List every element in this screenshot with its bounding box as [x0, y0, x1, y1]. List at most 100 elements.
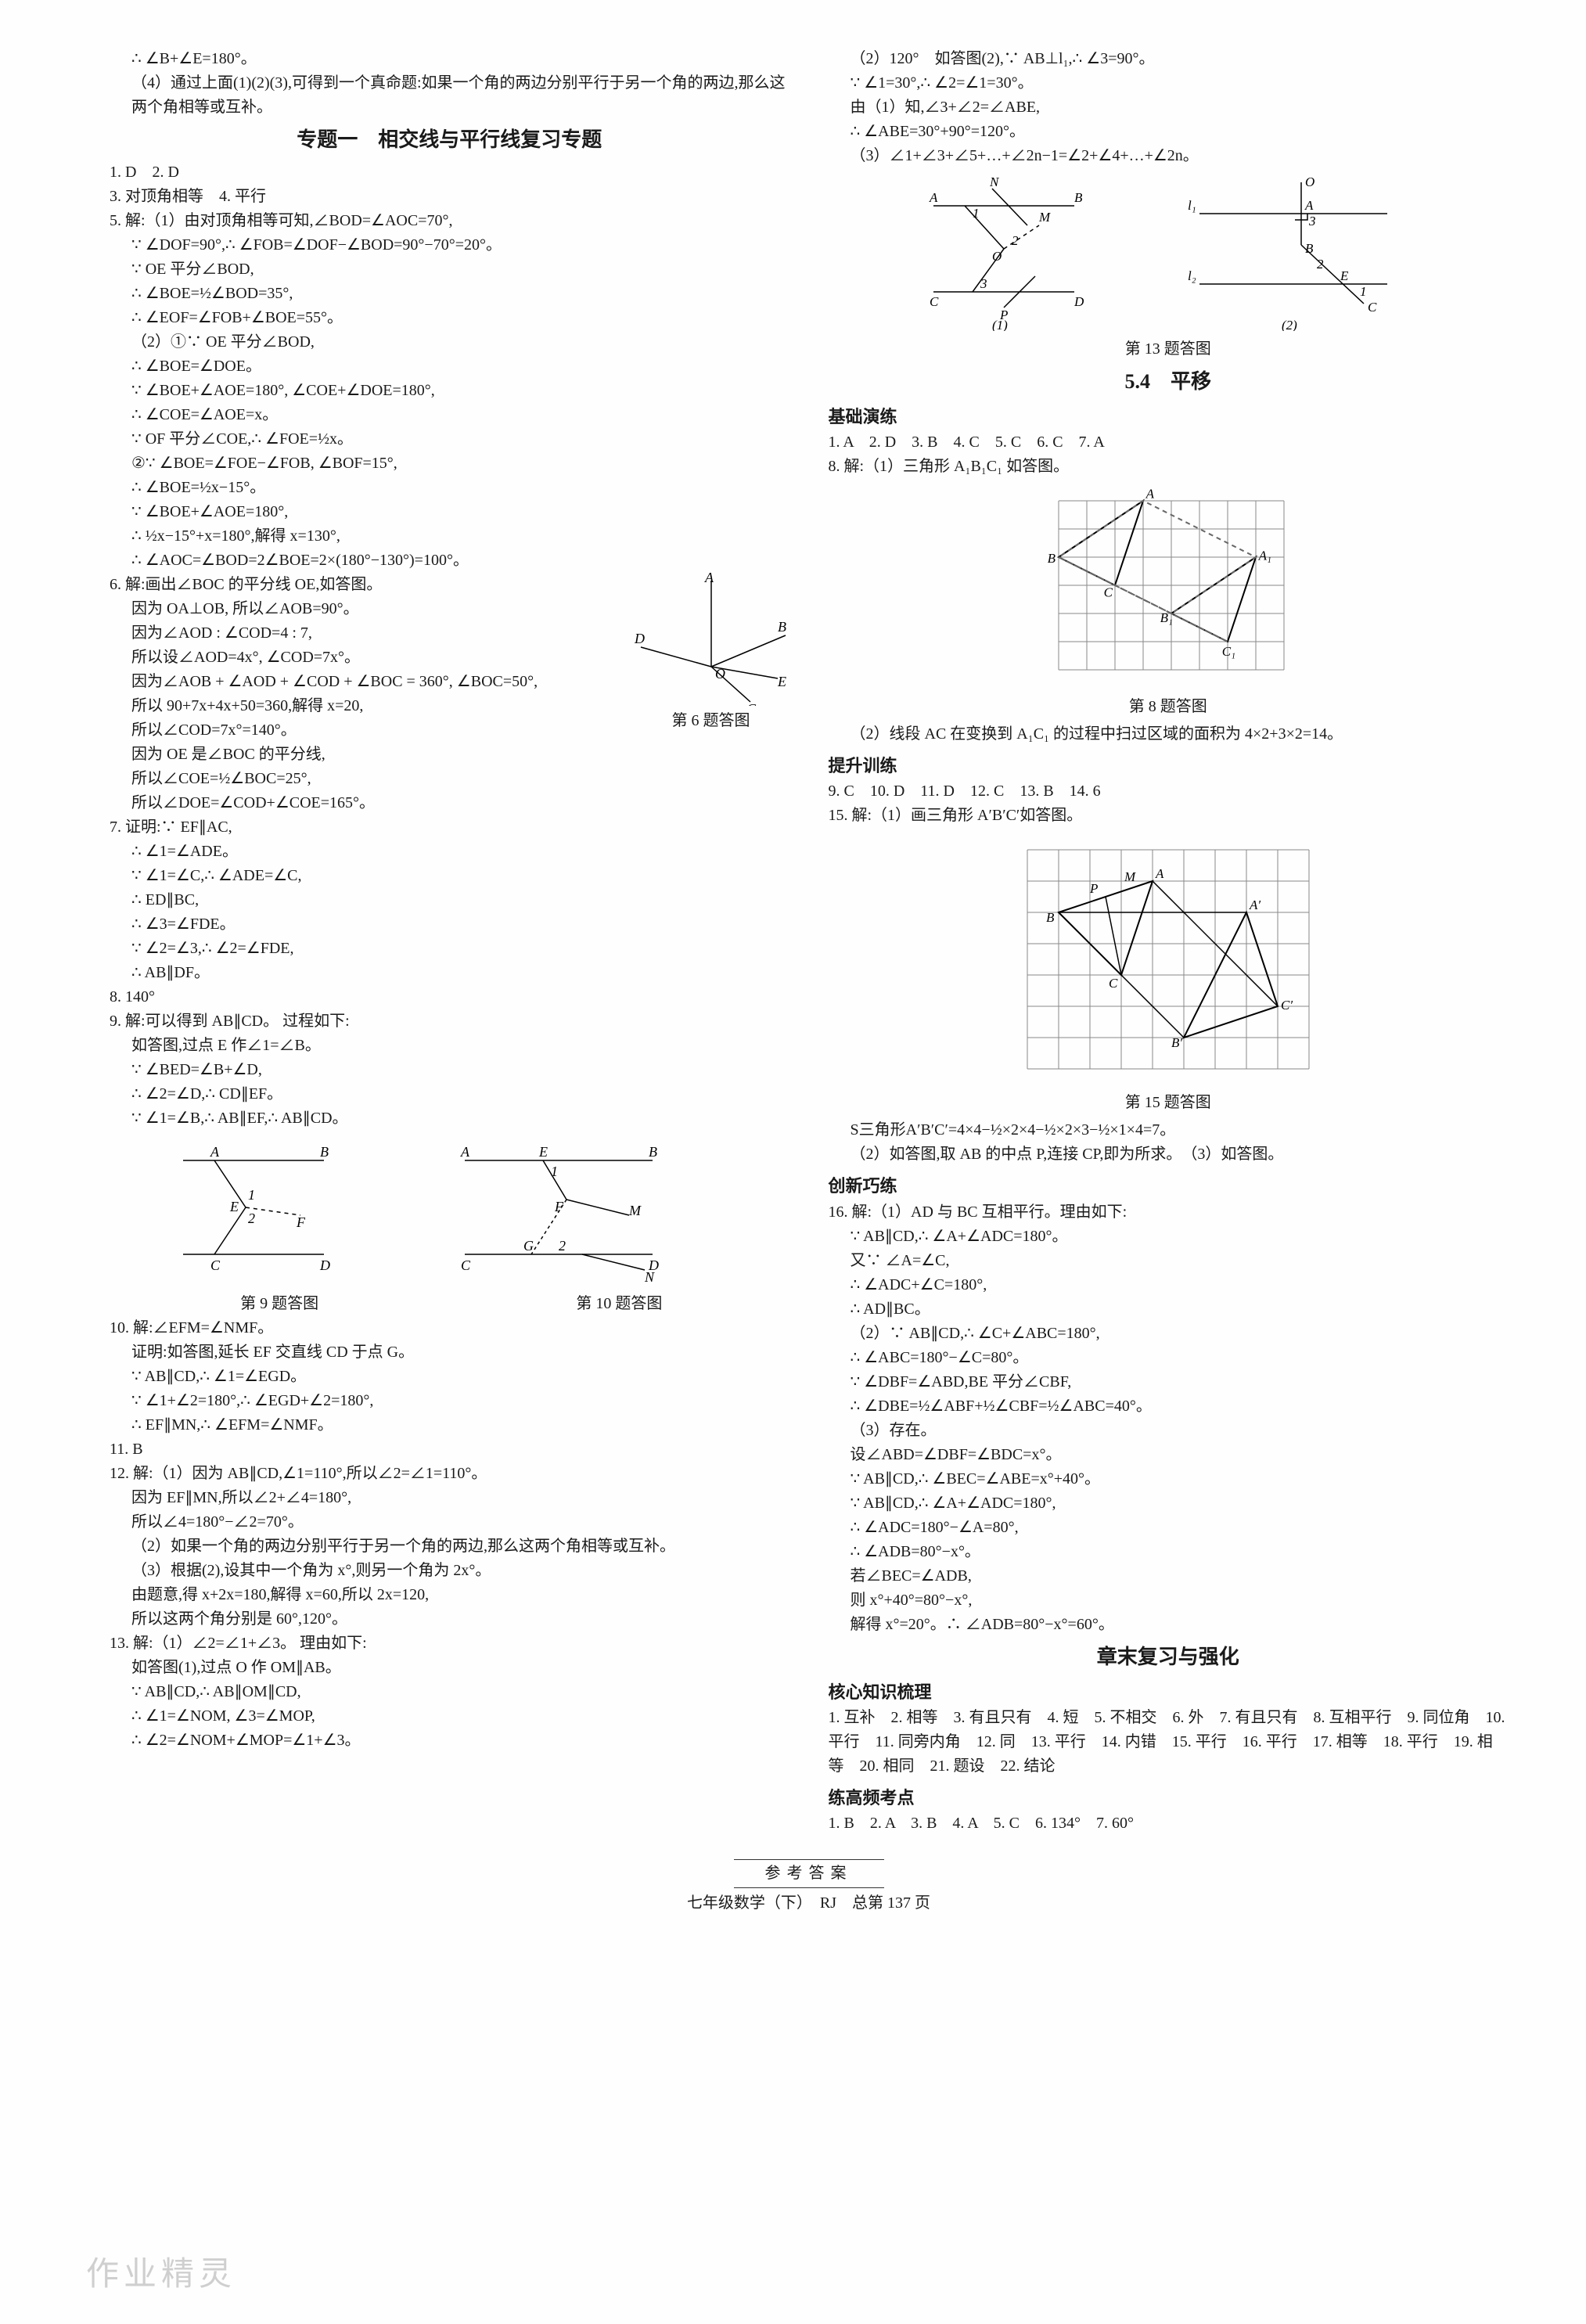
left-column: ∴ ∠B+∠E=180°。 （4）通过上面(1)(2)(3),可得到一个真命题:… — [110, 47, 789, 1836]
text: 所以∠COE=½∠BOC=25°, — [110, 767, 789, 791]
text: ∵ ∠1+∠2=180°,∴ ∠EGD+∠2=180°, — [110, 1389, 789, 1413]
label: 1 — [551, 1164, 558, 1179]
text: 所以∠DOE=∠COD+∠COE=165°。 — [110, 791, 789, 815]
text: 如答图(1),过点 O 作 OM∥AB。 — [110, 1656, 789, 1680]
text: ∴ ∠ADB=80°−x°。 — [829, 1540, 1509, 1564]
figure-13: A B C D O M N P 1 2 3 (1) — [829, 174, 1509, 331]
label: F — [554, 1199, 564, 1214]
text: 因为 EF∥MN,所以∠2+∠4=180°, — [110, 1486, 789, 1510]
text: ∴ AB∥DF。 — [110, 961, 789, 985]
text: 由题意,得 x+2x=180,解得 x=60,所以 2x=120, — [110, 1583, 789, 1607]
text: ∵ ∠BOE+∠AOE=180°, — [110, 500, 789, 524]
page-footer: 参考答案 七年级数学（下） RJ 总第 137 页 — [110, 1859, 1508, 1916]
text: ∴ ∠ADC=180°−∠A=80°, — [829, 1516, 1509, 1540]
text: 解得 x°=20°。∴ ∠ADB=80°−x°=60°。 — [829, 1613, 1509, 1637]
text: ∵ AB∥CD,∴ ∠1=∠EGD。 — [110, 1365, 789, 1389]
svg-text:A: A — [1155, 866, 1164, 881]
text: ∴ ∠BOE=∠DOE。 — [110, 354, 789, 379]
svg-text:A: A — [1145, 487, 1154, 502]
label: M — [1038, 210, 1051, 225]
text: 因为 OE 是∠BOC 的平分线, — [110, 743, 789, 767]
section-5-4-title: 5.4 平移 — [829, 366, 1509, 398]
label-D: D — [634, 631, 645, 646]
text: 所以∠4=180°−∠2=70°。 — [110, 1510, 789, 1534]
label: B — [320, 1144, 329, 1160]
text: 如答图,过点 E 作∠1=∠B。 — [110, 1034, 789, 1058]
text: ∴ ∠BOE=½x−15°。 — [110, 476, 789, 500]
answer: 1. D 2. D — [110, 160, 789, 185]
chapter-end-title: 章末复习与强化 — [829, 1642, 1509, 1673]
figure-9-label: 第 9 题答图 — [110, 1292, 449, 1316]
label: C — [210, 1257, 221, 1273]
svg-text:B: B — [1046, 910, 1055, 925]
label: 3 — [1308, 214, 1316, 228]
svg-text:(1): (1) — [992, 318, 1008, 331]
label: F — [296, 1214, 306, 1230]
text: 设∠ABD=∠DBF=∠BDC=x°。 — [829, 1443, 1509, 1467]
label: E — [229, 1199, 239, 1214]
label: D — [1074, 294, 1084, 309]
label: D — [319, 1257, 330, 1273]
text: ∴ ∠2=∠NOM+∠MOP=∠1+∠3。 — [110, 1729, 789, 1753]
text: ∵ ∠2=∠3,∴ ∠2=∠FDE, — [110, 937, 789, 961]
q13: 13. 解:（1）∠2=∠1+∠3。 理由如下: — [110, 1631, 789, 1656]
q7: 7. 证明:∵ EF∥AC, — [110, 815, 789, 840]
label: A — [929, 190, 938, 205]
svg-text:C₁: C₁ — [1222, 644, 1235, 659]
label: l₁ — [1188, 198, 1196, 213]
text: ∴ ∠DBE=½∠ABF+½∠CBF=½∠ABC=40°。 — [829, 1394, 1509, 1419]
text: （2）如果一个角的两边分别平行于另一个角的两边,那么这两个角相等或互补。 — [110, 1534, 789, 1559]
text: ∵ AB∥CD,∴ AB∥OM∥CD, — [110, 1680, 789, 1704]
label: 1 — [973, 206, 980, 221]
label: M — [628, 1203, 642, 1218]
svg-text:C: C — [1103, 585, 1113, 600]
label-B: B — [778, 619, 786, 635]
label: A — [210, 1144, 220, 1160]
label: N — [989, 174, 1000, 189]
text: ∵ ∠1=∠B,∴ AB∥EF,∴ AB∥CD。 — [110, 1106, 789, 1131]
text: ∴ ∠B+∠E=180°。 — [110, 47, 789, 71]
text: ∴ ∠3=∠FDE。 — [110, 912, 789, 937]
label-C: C — [746, 701, 757, 706]
text: ∴ ∠ABE=30°+90°=120°。 — [829, 120, 1509, 144]
text: 由（1）知,∠3+∠2=∠ABE, — [829, 95, 1509, 120]
text: ∴ ∠ADC+∠C=180°, — [829, 1273, 1509, 1297]
text: 又∵ ∠A=∠C, — [829, 1249, 1509, 1273]
text: （3）存在。 — [829, 1419, 1509, 1443]
core-answers: 1. 互补 2. 相等 3. 有且只有 4. 短 5. 不相交 6. 外 7. … — [829, 1706, 1509, 1779]
label-A: A — [704, 573, 714, 585]
svg-text:(2): (2) — [1282, 318, 1297, 331]
text: ∴ ∠COE=∠AOE=x。 — [110, 403, 789, 427]
innov-heading: 创新巧练 — [829, 1173, 1509, 1200]
label: O — [992, 249, 1002, 264]
text: 若∠BEC=∠ADB, — [829, 1564, 1509, 1588]
text: ∴ ∠1=∠NOM, ∠3=∠MOP, — [110, 1704, 789, 1729]
text: ∴ ½x−15°+x=180°,解得 x=130°, — [110, 524, 789, 549]
label: O — [1305, 174, 1314, 189]
text: ∵ ∠BED=∠B+∠D, — [110, 1058, 789, 1082]
label: 2 — [248, 1211, 255, 1226]
svg-text:A₁: A₁ — [1257, 549, 1271, 563]
label: C — [461, 1257, 471, 1273]
text: （2）120° 如答图(2),∵ AB⊥l₁,∴ ∠3=90°。 — [829, 47, 1509, 71]
q9: 9. 解:可以得到 AB∥CD。 过程如下: — [110, 1009, 789, 1034]
text: ∴ ∠AOC=∠BOD=2∠BOE=2×(180°−130°)=100°。 — [110, 549, 789, 573]
figure-13-label: 第 13 题答图 — [829, 337, 1509, 362]
figure-15: BACA′B′C′PM — [829, 834, 1509, 1085]
text: 证明:如答图,延长 EF 交直线 CD 于点 G。 — [110, 1340, 789, 1365]
q11: 11. B — [110, 1437, 789, 1462]
text: ∴ ED∥BC, — [110, 888, 789, 912]
text: ∵ ∠DOF=90°,∴ ∠FOB=∠DOF−∠BOD=90°−70°=20°。 — [110, 233, 789, 257]
label: C — [930, 294, 939, 309]
q12: 12. 解:（1）因为 AB∥CD,∠1=110°,所以∠2=∠1=110°。 — [110, 1462, 789, 1486]
answer: 3. 对顶角相等 4. 平行 — [110, 185, 789, 209]
svg-text:C: C — [1109, 976, 1118, 991]
footer-bottom: 七年级数学（下） RJ 总第 137 页 — [110, 1891, 1508, 1916]
text: ∴ ∠EOF=∠FOB+∠BOE=55°。 — [110, 306, 789, 330]
text: ∴ ∠ABC=180°−∠C=80°。 — [829, 1346, 1509, 1370]
svg-text:B₁: B₁ — [1160, 610, 1172, 625]
label: C — [1368, 300, 1377, 315]
svg-text:B′: B′ — [1171, 1035, 1182, 1050]
answer: 1. A 2. D 3. B 4. C 5. C 6. C 7. A — [829, 430, 1509, 455]
text: ∵ ∠BOE+∠AOE=180°, ∠COE+∠DOE=180°, — [110, 379, 789, 403]
